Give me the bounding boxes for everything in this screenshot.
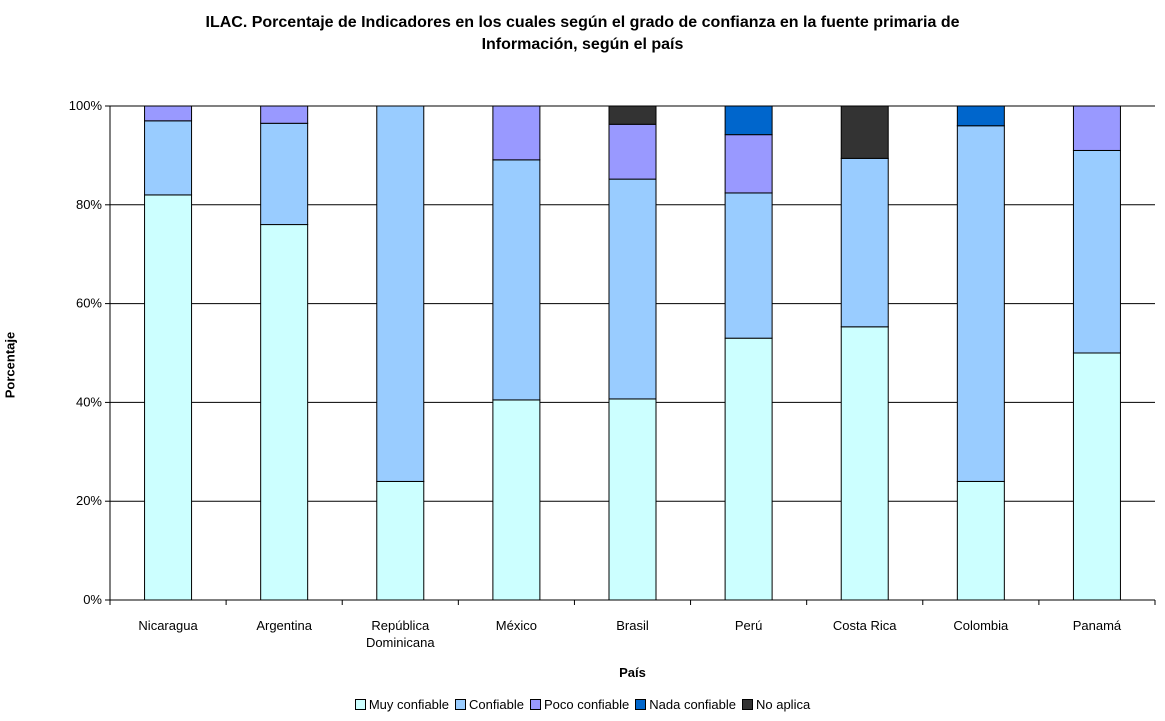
- bar-segment-muy-confiable: [608, 398, 657, 601]
- legend-label: Nada confiable: [649, 697, 736, 712]
- x-tick-label: Dominicana: [366, 635, 435, 650]
- legend-swatch: [455, 699, 467, 710]
- x-tick-label: Brasil: [616, 618, 649, 633]
- legend-label: Poco confiable: [543, 697, 630, 712]
- y-tick-label: 60%: [76, 296, 102, 311]
- bar-segment-confiable: [376, 105, 425, 482]
- bar-segment-muy-confiable: [376, 480, 425, 601]
- x-tick-label: Argentina: [256, 618, 312, 633]
- bar-segment-poco-confiable: [260, 105, 309, 124]
- legend-swatch: [354, 699, 366, 710]
- legend-swatch: [741, 699, 753, 710]
- legend-swatch: [529, 699, 541, 710]
- bar-segment-poco-confiable: [492, 105, 541, 161]
- bar-segment-muy-confiable: [492, 399, 541, 601]
- bar-segment-poco-confiable: [608, 123, 657, 180]
- chart-title: ILAC. Porcentaje de Indicadores en los c…: [0, 12, 1165, 56]
- legend: Muy confiable Confiable Poco confiable Nada…: [0, 697, 1165, 712]
- legend-item: Poco confiable: [529, 697, 630, 712]
- bar-segment-muy-confiable: [956, 480, 1005, 601]
- bar-segment-confiable: [608, 178, 657, 400]
- y-tick-label: 100%: [69, 98, 103, 113]
- x-tick-label: Costa Rica: [833, 618, 897, 633]
- legend-item: Nada confiable: [635, 697, 736, 712]
- x-tick-label: Panamá: [1073, 618, 1122, 633]
- bar-segment-no-aplica: [840, 105, 889, 159]
- bar-segment-muy-confiable: [840, 326, 889, 601]
- bar-segment-confiable: [260, 122, 309, 226]
- y-tick-label: 80%: [76, 197, 102, 212]
- x-tick-label: Nicaragua: [138, 618, 198, 633]
- bar-segment-confiable: [840, 157, 889, 328]
- x-tick-label: México: [496, 618, 537, 633]
- bar-segment-confiable: [956, 125, 1005, 482]
- legend-item: Muy confiable: [354, 697, 450, 712]
- bar-segment-confiable: [492, 159, 541, 401]
- bar-segment-confiable: [1072, 149, 1121, 354]
- legend-item: Confiable: [455, 697, 524, 712]
- bar-segment-muy-confiable: [260, 224, 309, 601]
- legend-item: No aplica: [741, 697, 811, 712]
- chart-title-line-2: Información, según el país: [481, 36, 684, 53]
- legend-swatch: [635, 699, 647, 710]
- x-tick-label: República: [371, 618, 430, 633]
- bar-segment-poco-confiable: [1072, 105, 1121, 151]
- bar-segment-poco-confiable: [724, 134, 773, 194]
- y-tick-label: 40%: [76, 394, 102, 409]
- legend-label: No aplica: [755, 697, 811, 712]
- bar-segment-poco-confiable: [144, 105, 193, 122]
- legend-label: Muy confiable: [368, 697, 450, 712]
- y-tick-label: 0%: [83, 592, 102, 607]
- x-tick-label: Colombia: [953, 618, 1009, 633]
- bar-segment-muy-confiable: [1072, 352, 1121, 601]
- x-axis-label: País: [619, 665, 646, 680]
- bar-segment-muy-confiable: [724, 337, 773, 601]
- bar-segment-no-aplica: [608, 105, 657, 125]
- bar-segment-confiable: [144, 120, 193, 196]
- bar-segment-nada-confiable: [956, 105, 1005, 127]
- bar-segment-muy-confiable: [144, 194, 193, 601]
- legend-label: Confiable: [469, 697, 524, 712]
- bar-segment-nada-confiable: [724, 105, 773, 136]
- chart-title-line-1: ILAC. Porcentaje de Indicadores en los c…: [205, 14, 960, 31]
- y-tick-label: 20%: [76, 493, 102, 508]
- x-tick-label: Perú: [735, 618, 762, 633]
- bar-segment-confiable: [724, 192, 773, 339]
